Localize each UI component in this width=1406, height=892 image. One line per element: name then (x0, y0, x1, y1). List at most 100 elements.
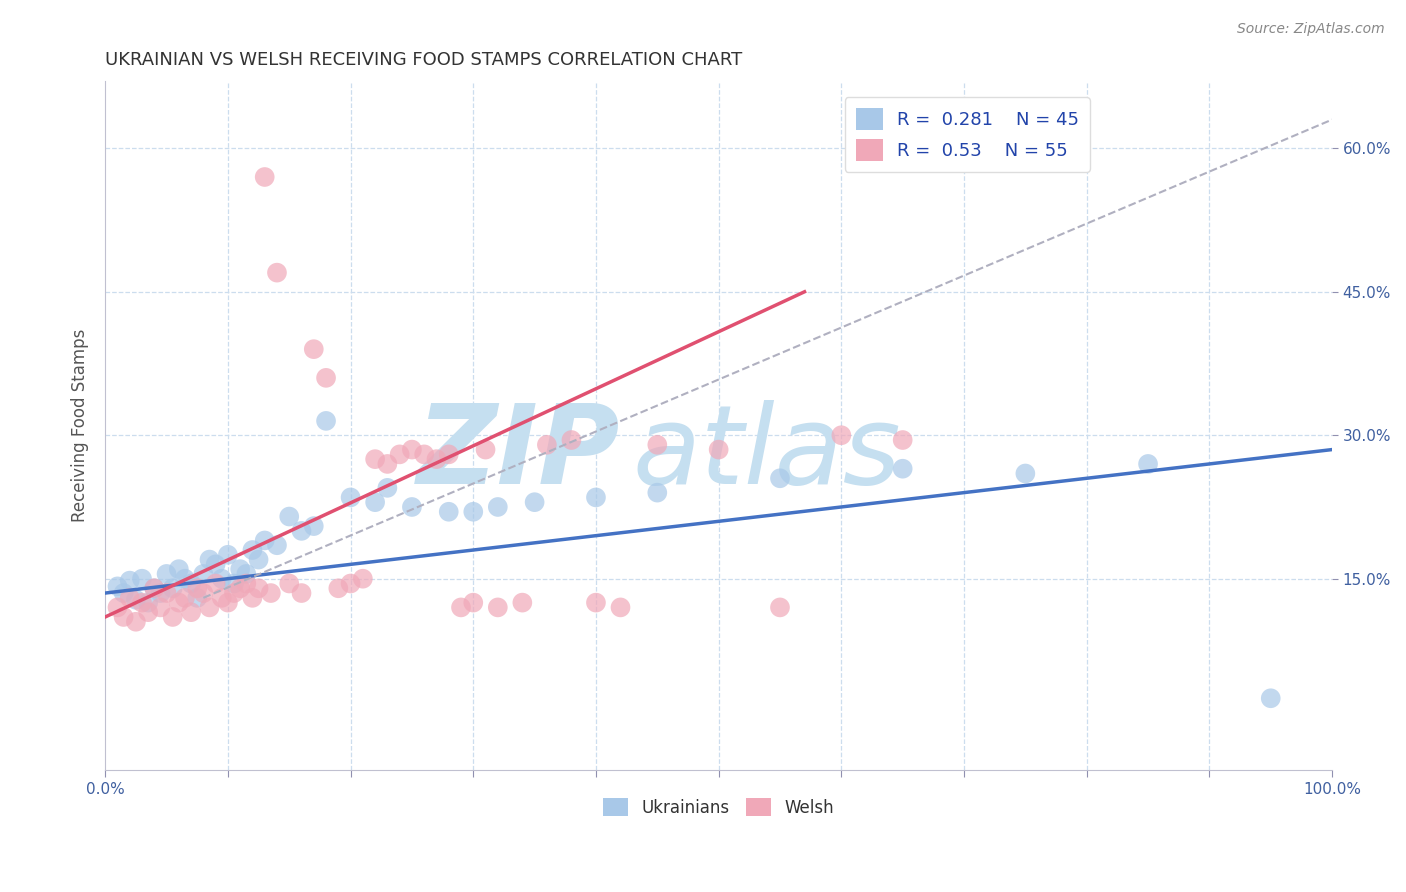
Point (401, 500, 423, 514)
Point (118, 591, 141, 605)
Point (118, 574, 141, 588)
Point (204, 558, 226, 572)
Point (136, 596, 159, 610)
Point (536, 438, 558, 452)
Point (217, 548, 239, 562)
Point (112, 586, 135, 600)
Point (328, 581, 350, 595)
Point (413, 447, 436, 461)
Point (339, 491, 361, 505)
Point (174, 572, 197, 586)
Point (247, 552, 270, 566)
Point (242, 543, 264, 558)
Point (425, 452, 447, 467)
Text: UKRAINIAN VS WELSH RECEIVING FOOD STAMPS CORRELATION CHART: UKRAINIAN VS WELSH RECEIVING FOOD STAMPS… (105, 51, 742, 69)
Point (463, 596, 485, 610)
Point (585, 491, 607, 505)
Point (229, 581, 252, 595)
Point (278, 576, 301, 591)
Point (222, 576, 245, 591)
Text: ZIP: ZIP (418, 400, 620, 507)
Point (585, 596, 607, 610)
Point (162, 610, 184, 624)
Point (107, 579, 129, 593)
Point (131, 596, 153, 610)
Point (450, 600, 472, 615)
Point (364, 452, 387, 467)
Point (193, 586, 215, 600)
Point (474, 442, 496, 457)
Point (512, 596, 534, 610)
Point (198, 552, 221, 566)
Point (253, 533, 276, 548)
Point (162, 581, 184, 595)
Point (891, 433, 914, 447)
Point (235, 576, 257, 591)
Point (186, 581, 208, 595)
Point (229, 562, 252, 576)
Point (486, 500, 509, 514)
Point (235, 566, 257, 581)
Point (377, 457, 399, 471)
Point (707, 442, 730, 457)
Point (149, 600, 172, 615)
Point (609, 600, 631, 615)
Point (352, 572, 374, 586)
Point (155, 586, 177, 600)
Text: Source: ZipAtlas.com: Source: ZipAtlas.com (1237, 22, 1385, 37)
Point (180, 576, 202, 591)
Point (377, 481, 399, 495)
Point (180, 605, 202, 619)
Point (211, 591, 233, 605)
Point (167, 562, 190, 576)
Point (136, 605, 159, 619)
Point (211, 572, 233, 586)
Point (278, 509, 301, 524)
Point (222, 586, 245, 600)
Point (155, 566, 177, 581)
Point (253, 169, 276, 184)
Point (290, 524, 312, 538)
Point (401, 442, 423, 457)
Point (315, 371, 337, 385)
Point (1014, 467, 1036, 481)
Point (560, 433, 582, 447)
Point (769, 471, 792, 485)
Point (266, 266, 288, 280)
Point (149, 586, 172, 600)
Point (193, 566, 215, 581)
Point (769, 600, 792, 615)
Point (247, 581, 270, 595)
Point (198, 600, 221, 615)
Point (523, 495, 546, 509)
Text: atlas: atlas (633, 400, 901, 507)
Legend: Ukrainians, Welsh: Ukrainians, Welsh (596, 791, 841, 823)
Point (290, 586, 312, 600)
Point (830, 428, 852, 442)
Point (364, 495, 387, 509)
Point (143, 581, 166, 595)
Point (486, 600, 509, 615)
Point (266, 538, 288, 552)
Point (891, 461, 914, 475)
Point (242, 591, 264, 605)
Point (260, 586, 283, 600)
Point (125, 615, 148, 629)
Point (204, 576, 226, 591)
Point (1260, 691, 1282, 706)
Point (167, 596, 190, 610)
Point (315, 414, 337, 428)
Point (339, 576, 361, 591)
Point (388, 447, 411, 461)
Point (437, 447, 460, 461)
Point (437, 505, 460, 519)
Y-axis label: Receiving Food Stamps: Receiving Food Stamps (72, 329, 89, 523)
Point (174, 591, 197, 605)
Point (302, 519, 325, 533)
Point (112, 610, 135, 624)
Point (645, 485, 668, 500)
Point (131, 572, 153, 586)
Point (463, 505, 485, 519)
Point (107, 600, 129, 615)
Point (217, 596, 239, 610)
